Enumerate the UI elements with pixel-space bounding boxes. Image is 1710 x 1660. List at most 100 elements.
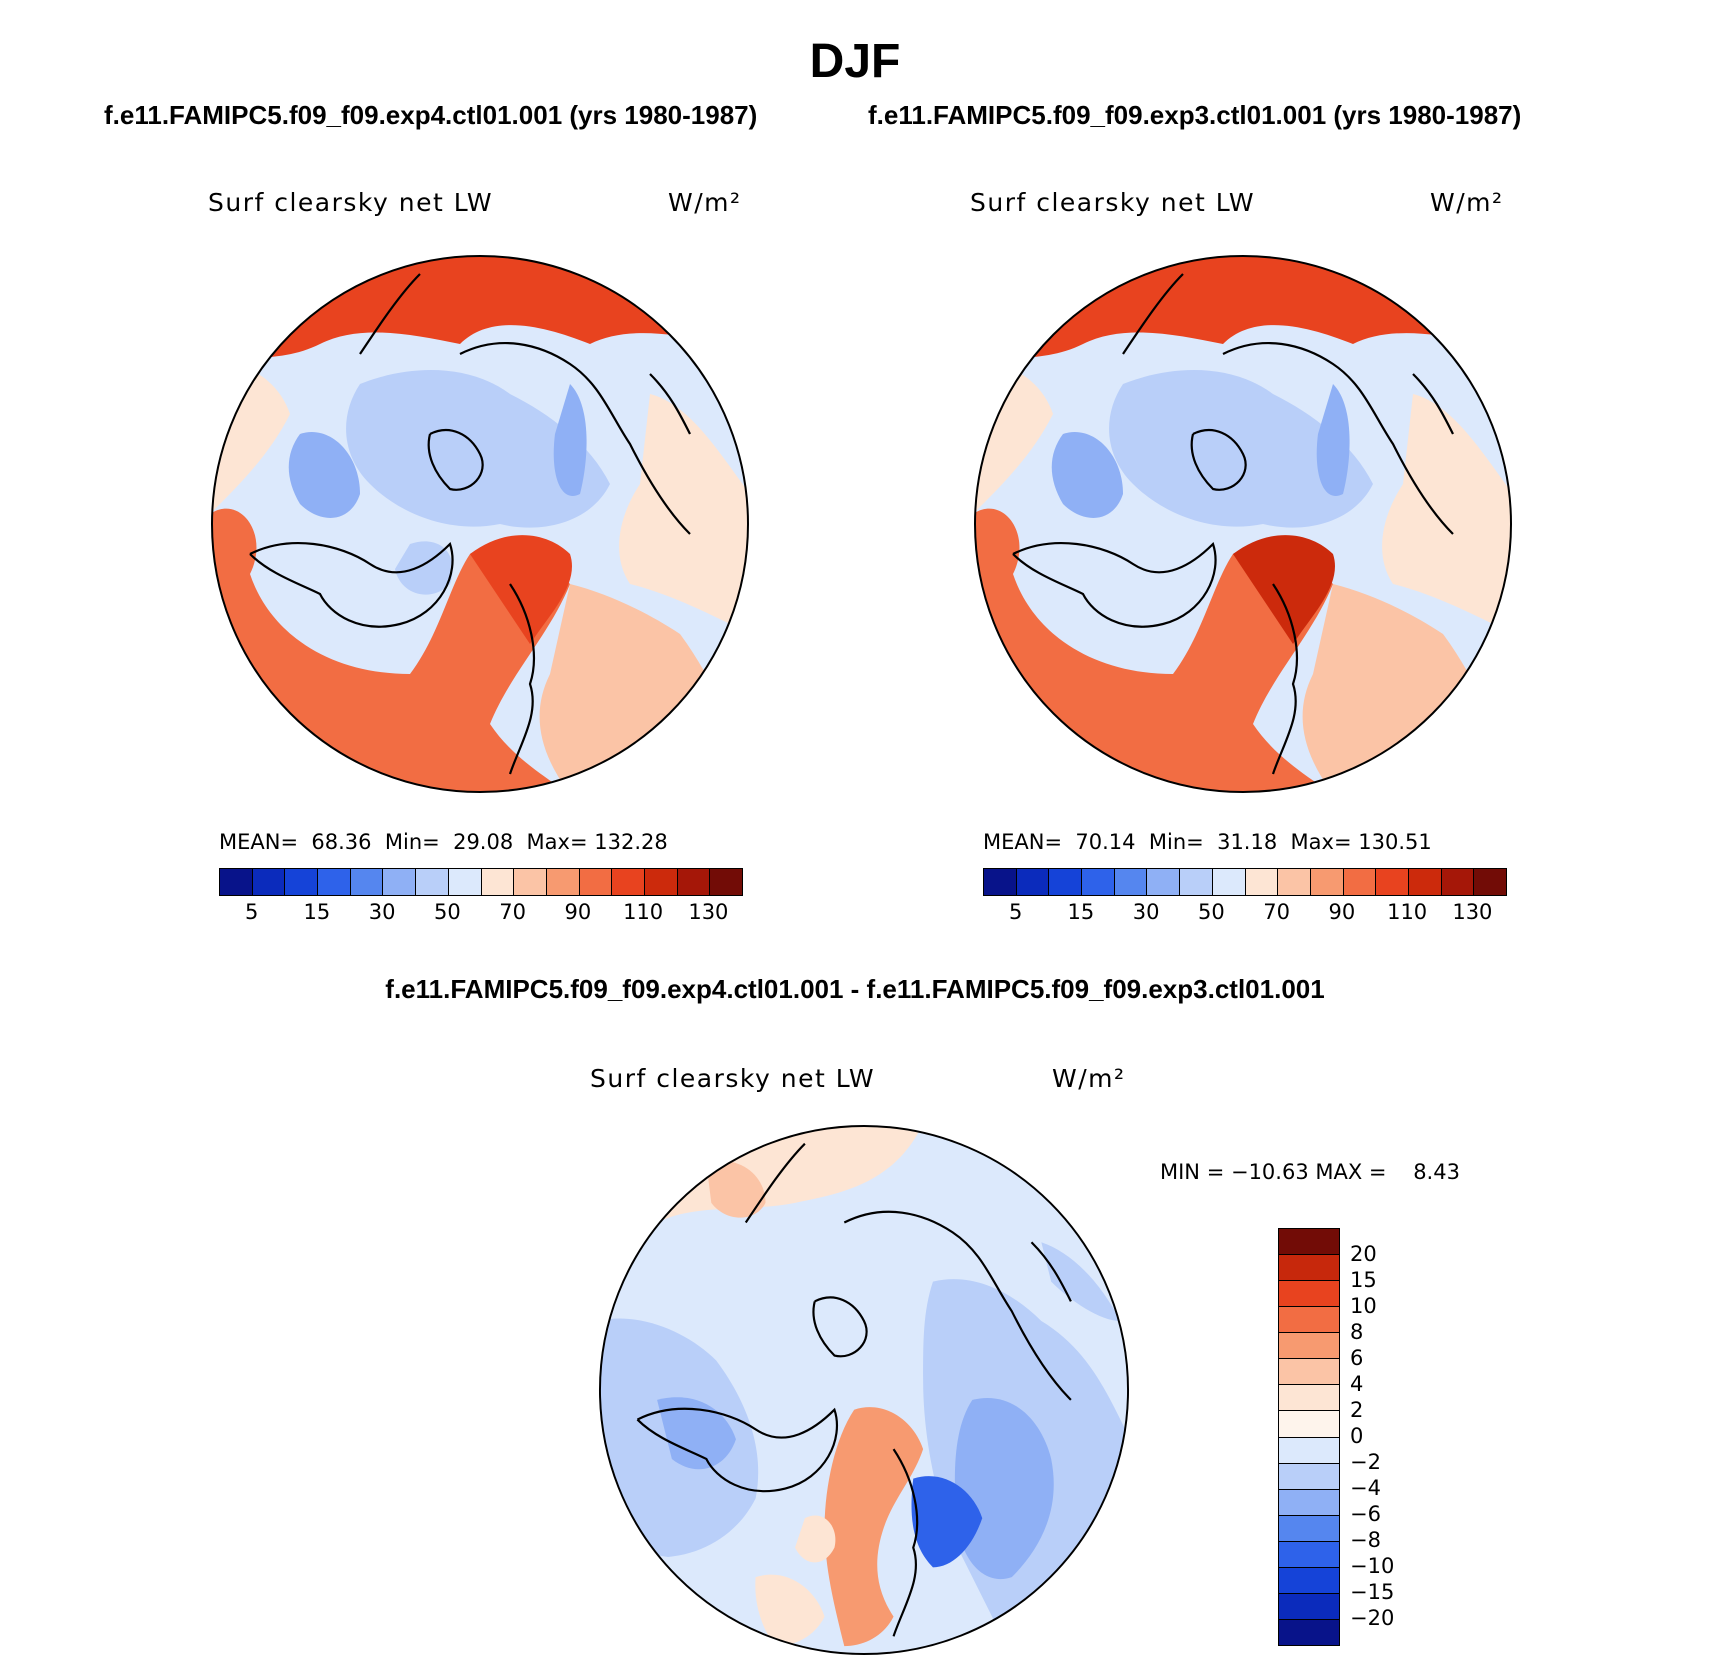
panel2-colorbar-swatch xyxy=(1441,869,1475,895)
panel2-stats: MEAN= 70.14 Min= 31.18 Max= 130.51 xyxy=(983,830,1432,854)
panel3-colorbar-swatch xyxy=(1279,1307,1339,1334)
panel1-colorbar-swatch xyxy=(416,869,449,895)
panel1-colorbar-tick-label: 30 xyxy=(368,900,396,924)
panel2-colorbar-swatch xyxy=(1180,869,1213,895)
panel3-colorbar xyxy=(1278,1228,1340,1646)
panel3-colorbar-ticks: 20 15 10 8 6 4 2 0 −2 −4 −6 −8 −10 −15 −20 xyxy=(1350,1228,1440,1644)
panel3-colorbar-swatch xyxy=(1279,1411,1339,1438)
panel3-coastlines xyxy=(636,1142,1072,1637)
panel2-coastlines xyxy=(1012,273,1454,775)
right-case-title: f.e11.FAMIPC5.f09_f09.exp3.ctl01.001 (yr… xyxy=(868,100,1522,130)
panel2-colorbar-swatch xyxy=(1278,869,1311,895)
panel1-colorbar-swatch xyxy=(579,869,613,895)
panel2-colorbar-swatch xyxy=(1114,869,1148,895)
panel1-colorbar-swatch xyxy=(612,869,645,895)
panel2-colorbar-ticks: 5 15 30 50 70 90 110 130 xyxy=(983,900,1505,930)
panel1-variable-label: Surf clearsky net LW xyxy=(208,188,494,217)
panel1-colorbar-swatch xyxy=(546,869,580,895)
panel2-colorbar-swatch xyxy=(1147,869,1181,895)
panel2-colorbar-tick-label: 90 xyxy=(1328,900,1356,924)
panel2-colorbar-swatch xyxy=(1212,869,1246,895)
panel2-units-label: W/m² xyxy=(1430,188,1504,217)
panel2-map xyxy=(974,255,1512,793)
panel1-colorbar-ticks: 5 15 30 50 70 90 110 130 xyxy=(219,900,741,930)
panel1-colorbar-tick-label: 50 xyxy=(434,900,461,924)
panel3-colorbar-tick-label: 15 xyxy=(1350,1268,1377,1292)
panel2-colorbar-swatch xyxy=(1474,869,1506,895)
panel2-colorbar-swatch xyxy=(1082,869,1115,895)
panel2-colorbar-swatch xyxy=(1049,869,1083,895)
panel3-colorbar-swatch xyxy=(1279,1255,1339,1282)
panel3-colorbar-swatch xyxy=(1279,1229,1339,1256)
panel1-colorbar-swatch xyxy=(252,869,286,895)
panel3-colorbar-swatch xyxy=(1279,1281,1339,1308)
panel1-colorbar-tick-label: 110 xyxy=(623,900,664,924)
panel1-colorbar-swatch xyxy=(448,869,482,895)
panel2-colorbar-swatch xyxy=(1343,869,1377,895)
panel2-variable-label: Surf clearsky net LW xyxy=(970,188,1256,217)
panel3-colorbar-swatch xyxy=(1279,1385,1339,1412)
panel1-colorbar-tick-label: 130 xyxy=(688,900,729,924)
panel3-colorbar-tick-label: −4 xyxy=(1350,1476,1381,1500)
panel1-colorbar-tick-label: 70 xyxy=(499,900,526,924)
panel3-colorbar-tick-label: −20 xyxy=(1350,1606,1395,1630)
panel1-colorbar-tick-label: 90 xyxy=(564,900,592,924)
panel2-colorbar-tick-label: 50 xyxy=(1198,900,1225,924)
left-case-title: f.e11.FAMIPC5.f09_f09.exp4.ctl01.001 (yr… xyxy=(104,100,758,130)
panel3-colorbar-tick-label: 0 xyxy=(1350,1424,1364,1448)
panel1-colorbar-swatch xyxy=(285,869,319,895)
panel3-map xyxy=(598,1124,1130,1656)
panel2-colorbar xyxy=(983,868,1507,896)
panel2-colorbar-swatch xyxy=(1408,869,1442,895)
panel3-colorbar-tick-label: 8 xyxy=(1350,1320,1364,1344)
panel2-colorbar-tick-label: 30 xyxy=(1132,900,1160,924)
panel1-colorbar-swatch xyxy=(677,869,711,895)
panel3-colorbar-swatch xyxy=(1279,1333,1339,1360)
panel1-colorbar-tick-label: 5 xyxy=(244,900,259,924)
panel1-units-label: W/m² xyxy=(668,188,742,217)
panel3-units-label: W/m² xyxy=(1052,1064,1126,1093)
panel3-colorbar-tick-label: −6 xyxy=(1350,1502,1381,1526)
panel1-colorbar-swatch xyxy=(318,869,351,895)
panel2-colorbar-swatch xyxy=(984,869,1017,895)
panel3-colorbar-tick-label: 6 xyxy=(1350,1346,1364,1370)
panel3-colorbar-tick-label: 2 xyxy=(1350,1398,1364,1422)
panel1-colorbar-swatch xyxy=(383,869,417,895)
panel3-colorbar-tick-label: 20 xyxy=(1350,1242,1377,1266)
panel3-colorbar-swatch xyxy=(1279,1541,1339,1568)
panel1-map xyxy=(211,255,749,793)
panel2-colorbar-tick-label: 70 xyxy=(1263,900,1290,924)
panel1-coastlines xyxy=(249,273,691,775)
panel3-variable-label: Surf clearsky net LW xyxy=(590,1064,876,1093)
panel3-colorbar-swatch xyxy=(1279,1593,1339,1620)
difference-title: f.e11.FAMIPC5.f09_f09.exp4.ctl01.001 - f… xyxy=(385,974,1325,1004)
panel3-colorbar-swatch xyxy=(1279,1463,1339,1490)
panel2-colorbar-tick-label: 110 xyxy=(1387,900,1428,924)
panel2-colorbar-swatch xyxy=(1310,869,1344,895)
panel3-colorbar-swatch xyxy=(1279,1437,1339,1464)
panel3-colorbar-swatch xyxy=(1279,1515,1339,1542)
panel3-colorbar-tick-label: −8 xyxy=(1350,1528,1381,1552)
panel3-colorbar-swatch xyxy=(1279,1567,1339,1594)
panel1-stats: MEAN= 68.36 Min= 29.08 Max= 132.28 xyxy=(219,830,668,854)
panel2-colorbar-swatch xyxy=(1016,869,1050,895)
panel3-colorbar-swatch xyxy=(1279,1359,1339,1386)
main-title: DJF xyxy=(809,35,901,88)
panel3-minmax: MIN = −10.63 MAX = 8.43 xyxy=(1160,1160,1460,1184)
panel2-colorbar-tick-label: 5 xyxy=(1008,900,1023,924)
panel3-colorbar-tick-label: −15 xyxy=(1350,1580,1395,1604)
panel3-colorbar-swatch xyxy=(1279,1619,1339,1645)
panel1-colorbar-swatch xyxy=(644,869,678,895)
panel3-colorbar-tick-label: −2 xyxy=(1350,1450,1381,1474)
panel1-colorbar-swatch xyxy=(514,869,547,895)
panel3-colorbar-tick-label: −10 xyxy=(1350,1554,1395,1578)
panel1-colorbar-swatch xyxy=(481,869,515,895)
panel3-colorbar-swatch xyxy=(1279,1489,1339,1516)
panel1-colorbar xyxy=(219,868,743,896)
panel2-colorbar-tick-label: 130 xyxy=(1452,900,1493,924)
panel1-colorbar-swatch xyxy=(710,869,742,895)
panel3-colorbar-tick-label: 4 xyxy=(1350,1372,1364,1396)
panel1-colorbar-swatch xyxy=(350,869,384,895)
panel2-colorbar-swatch xyxy=(1376,869,1409,895)
panel2-colorbar-swatch xyxy=(1245,869,1279,895)
